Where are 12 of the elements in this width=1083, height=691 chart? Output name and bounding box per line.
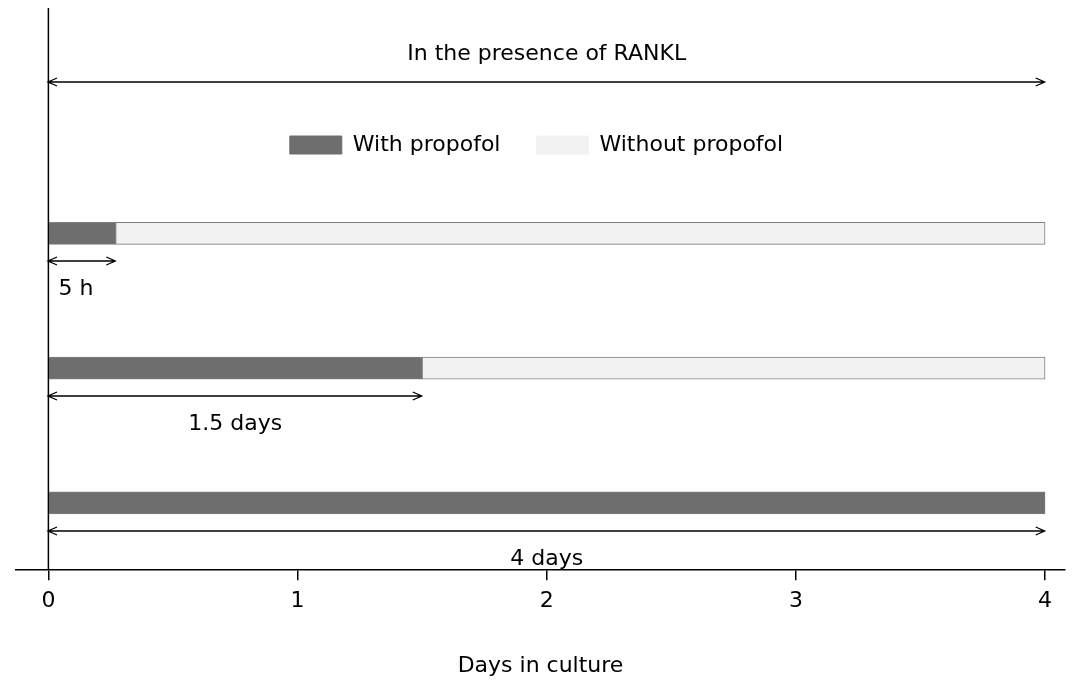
x-tick-label: 4 [1038, 587, 1053, 613]
x-tick-label: 0 [41, 587, 56, 613]
legend-label: Without propofol [599, 130, 784, 156]
x-tick-label: 1 [290, 587, 305, 613]
annotation: 5 h [58, 275, 94, 301]
text: In the presence of RANKL [407, 40, 687, 65]
legend-label: With propofol [352, 130, 501, 156]
annotation: 4 days [510, 544, 584, 570]
x-tick-label: 2 [539, 587, 554, 613]
x-tick-label: 3 [788, 587, 803, 613]
x-axis-title: Days in culture [457, 651, 624, 677]
annotation: 1.5 days [188, 410, 283, 436]
